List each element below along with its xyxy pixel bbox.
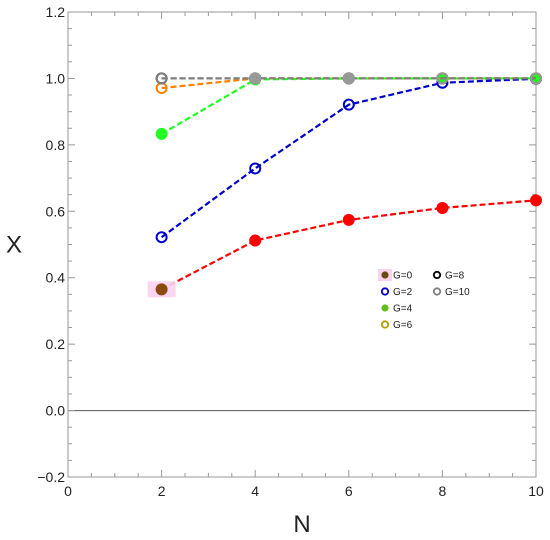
legend-label: G=0 bbox=[393, 271, 413, 282]
series-line bbox=[160, 77, 537, 239]
legend-entry: G=4 bbox=[381, 304, 413, 315]
overlay-point bbox=[530, 72, 542, 85]
data-point bbox=[155, 231, 168, 244]
x-tick-label: 10 bbox=[528, 483, 544, 499]
y-tick-label: 1.2 bbox=[46, 4, 66, 20]
legend-marker bbox=[432, 270, 442, 280]
overlay-point bbox=[249, 72, 262, 85]
legend-label: G=2 bbox=[393, 287, 413, 298]
y-tick-label: 0.4 bbox=[46, 270, 66, 286]
legend-entry: G=6 bbox=[380, 320, 413, 331]
data-point bbox=[342, 98, 355, 111]
data-point bbox=[155, 127, 168, 140]
legend-entry: G=10 bbox=[432, 287, 470, 298]
overlay-point bbox=[155, 283, 168, 296]
y-tick-label: 0.0 bbox=[46, 403, 66, 419]
overlay-point bbox=[436, 72, 449, 85]
legend-entry: G=2 bbox=[380, 287, 413, 298]
legend-marker bbox=[380, 287, 390, 296]
y-tick-label: −0.2 bbox=[37, 469, 65, 485]
legend-label: G=10 bbox=[445, 287, 470, 298]
data-point bbox=[249, 162, 262, 175]
data-point bbox=[249, 234, 262, 247]
overlay-point bbox=[342, 72, 355, 85]
legend-marker bbox=[381, 271, 389, 279]
data-point bbox=[530, 194, 542, 207]
x-tick-label: 8 bbox=[439, 483, 447, 499]
legend-entry: G=0 bbox=[378, 269, 413, 282]
x-tick-label: 2 bbox=[158, 483, 166, 499]
legend-label: G=4 bbox=[393, 304, 413, 315]
x-axis-title: N bbox=[293, 511, 310, 538]
series-layer bbox=[147, 72, 542, 298]
y-tick-label: 0.6 bbox=[46, 203, 66, 219]
axes: 0 2 4 6 8 10 −0.2 0.0 0.2 0.4 0.6 0.8 1.0 1.2 bbox=[37, 4, 544, 499]
data-point bbox=[342, 213, 355, 226]
legend: G=0 G=2 G=4 G=6 G=8 G=10 bbox=[378, 269, 470, 331]
y-axis-title: X bbox=[6, 232, 22, 259]
data-point bbox=[436, 201, 449, 214]
legend-marker bbox=[381, 304, 389, 312]
x-tick-label: 0 bbox=[64, 483, 72, 499]
legend-entry: G=8 bbox=[432, 270, 465, 282]
x-tick-label: 4 bbox=[251, 483, 259, 499]
legend-label: G=6 bbox=[393, 320, 413, 331]
legend-marker bbox=[432, 287, 442, 296]
x-tick-label: 6 bbox=[345, 483, 353, 499]
y-tick-label: 1.0 bbox=[46, 70, 66, 86]
legend-label: G=8 bbox=[445, 271, 465, 282]
legend-marker bbox=[380, 320, 390, 329]
data-point bbox=[155, 72, 168, 85]
y-tick-label: 0.8 bbox=[46, 137, 66, 153]
y-tick-label: 0.2 bbox=[46, 336, 66, 352]
